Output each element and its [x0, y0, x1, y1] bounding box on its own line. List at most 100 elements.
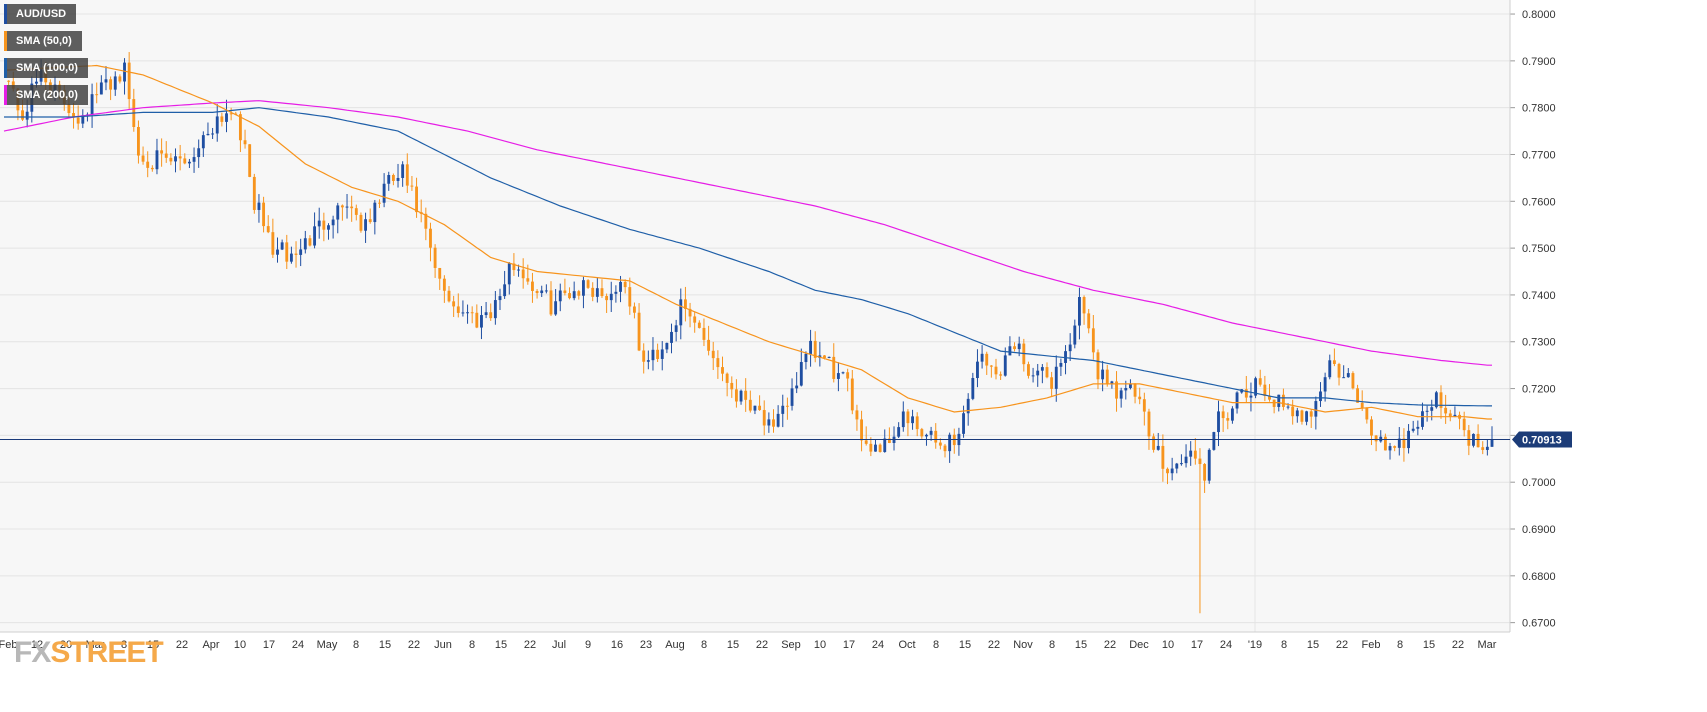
candle[interactable]: [577, 289, 581, 300]
candle[interactable]: [832, 343, 836, 383]
candle[interactable]: [1198, 448, 1202, 614]
candle[interactable]: [595, 277, 599, 303]
candle[interactable]: [1370, 416, 1373, 446]
candle[interactable]: [1152, 433, 1156, 453]
candle[interactable]: [670, 323, 673, 354]
candle[interactable]: [192, 147, 196, 173]
candle[interactable]: [378, 199, 381, 209]
candle[interactable]: [790, 378, 794, 411]
candle[interactable]: [109, 76, 113, 101]
candle[interactable]: [317, 207, 321, 239]
candle[interactable]: [558, 283, 562, 312]
candle[interactable]: [480, 305, 483, 340]
candle[interactable]: [999, 371, 1003, 381]
candle[interactable]: [1314, 396, 1318, 430]
candle[interactable]: [572, 281, 576, 301]
candle[interactable]: [1179, 454, 1183, 466]
candle[interactable]: [1082, 295, 1086, 325]
candle[interactable]: [836, 362, 840, 392]
candle[interactable]: [878, 443, 882, 453]
candle[interactable]: [1328, 354, 1332, 380]
candle[interactable]: [1453, 406, 1457, 418]
candle[interactable]: [637, 303, 641, 352]
candle[interactable]: [1263, 375, 1267, 402]
candle[interactable]: [721, 356, 724, 382]
candle[interactable]: [1036, 363, 1040, 387]
candle[interactable]: [387, 171, 391, 191]
candle[interactable]: [1050, 371, 1054, 396]
candle[interactable]: [804, 351, 808, 370]
candle[interactable]: [600, 279, 604, 298]
candle[interactable]: [187, 158, 191, 168]
candle[interactable]: [299, 238, 303, 267]
candle[interactable]: [289, 246, 293, 264]
candle[interactable]: [855, 404, 859, 431]
candle[interactable]: [113, 71, 117, 96]
candle[interactable]: [809, 329, 813, 367]
candle[interactable]: [642, 343, 646, 374]
candle[interactable]: [1230, 406, 1234, 424]
candle[interactable]: [614, 285, 618, 303]
candle[interactable]: [90, 83, 94, 128]
candle[interactable]: [1142, 392, 1146, 426]
candle[interactable]: [359, 212, 363, 233]
candle[interactable]: [753, 405, 757, 415]
candle[interactable]: [632, 302, 636, 319]
candle[interactable]: [943, 443, 947, 458]
candle[interactable]: [897, 422, 901, 439]
candle[interactable]: [266, 215, 270, 234]
candle[interactable]: [591, 282, 595, 302]
candle[interactable]: [507, 262, 511, 295]
candle[interactable]: [748, 390, 752, 413]
candle[interactable]: [781, 394, 785, 428]
candle[interactable]: [220, 112, 224, 127]
candle[interactable]: [164, 141, 168, 163]
candle[interactable]: [846, 368, 850, 392]
candle[interactable]: [966, 393, 970, 426]
candle[interactable]: [498, 288, 502, 311]
candle[interactable]: [252, 173, 256, 214]
candle[interactable]: [1490, 426, 1494, 447]
candle[interactable]: [229, 107, 233, 121]
candle[interactable]: [976, 349, 979, 388]
candle[interactable]: [456, 293, 460, 318]
candle[interactable]: [934, 423, 938, 449]
candle[interactable]: [368, 208, 372, 224]
candle[interactable]: [1295, 407, 1299, 423]
candle[interactable]: [827, 356, 831, 359]
candle[interactable]: [1472, 433, 1475, 448]
candle[interactable]: [1360, 390, 1364, 412]
candle[interactable]: [1402, 428, 1406, 462]
candle[interactable]: [1087, 308, 1091, 334]
candle[interactable]: [1434, 390, 1438, 409]
candle[interactable]: [1254, 376, 1258, 399]
candle[interactable]: [1096, 349, 1100, 390]
candle[interactable]: [1119, 387, 1123, 408]
candle[interactable]: [99, 75, 103, 95]
candle[interactable]: [1175, 462, 1179, 474]
candle[interactable]: [1027, 361, 1030, 379]
candle[interactable]: [1045, 362, 1049, 379]
candle[interactable]: [1356, 384, 1360, 403]
candle[interactable]: [582, 276, 585, 309]
candle[interactable]: [313, 212, 317, 249]
candle[interactable]: [1300, 409, 1304, 425]
candle[interactable]: [841, 371, 845, 375]
candle[interactable]: [864, 426, 868, 446]
candle[interactable]: [373, 199, 377, 235]
candle[interactable]: [1337, 362, 1341, 386]
candle[interactable]: [1323, 372, 1327, 402]
candle[interactable]: [971, 372, 975, 401]
candle[interactable]: [1073, 319, 1077, 349]
candle[interactable]: [262, 196, 266, 233]
candle[interactable]: [1332, 348, 1336, 367]
candle[interactable]: [1425, 405, 1429, 422]
candle[interactable]: [1365, 407, 1369, 424]
candle[interactable]: [1105, 364, 1109, 387]
candle[interactable]: [76, 105, 80, 130]
candle[interactable]: [665, 342, 669, 354]
candle[interactable]: [1342, 365, 1346, 379]
candle[interactable]: [1193, 438, 1197, 465]
candle[interactable]: [211, 127, 215, 139]
candle[interactable]: [1101, 360, 1105, 392]
